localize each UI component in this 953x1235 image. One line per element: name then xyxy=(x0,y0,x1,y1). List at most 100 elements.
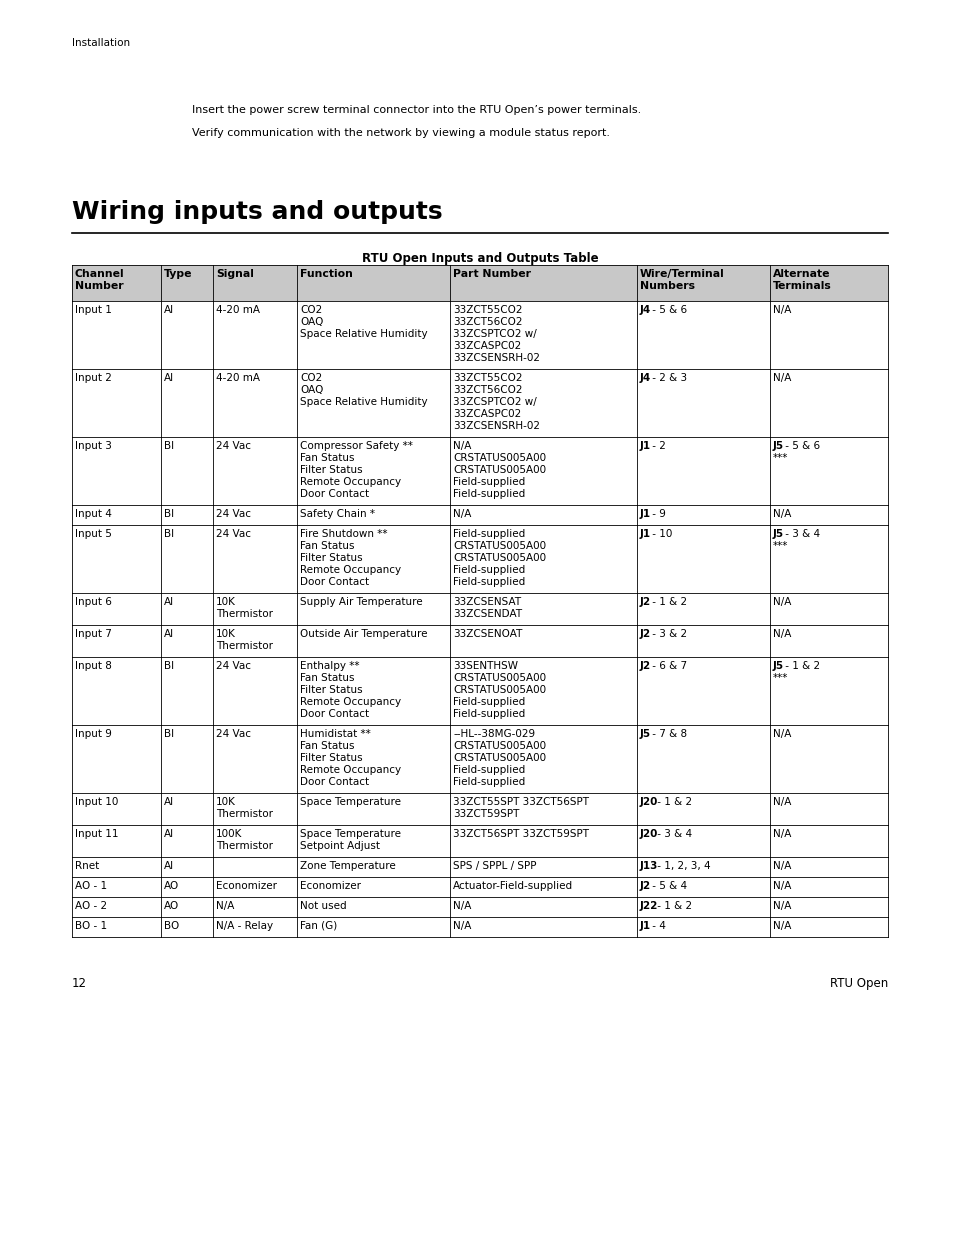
Text: Field-supplied: Field-supplied xyxy=(453,777,525,787)
Text: Filter Status: Filter Status xyxy=(300,466,362,475)
Text: Space Relative Humidity: Space Relative Humidity xyxy=(300,329,428,338)
Text: J5: J5 xyxy=(772,661,783,671)
Text: 24 Vac: 24 Vac xyxy=(216,729,251,739)
Text: N/A: N/A xyxy=(453,921,471,931)
Text: N/A: N/A xyxy=(772,881,791,890)
Text: Actuator-Field-supplied: Actuator-Field-supplied xyxy=(453,881,573,890)
Text: 33ZCASPC02: 33ZCASPC02 xyxy=(453,341,520,351)
Bar xyxy=(71,825,887,857)
Text: Fan (G): Fan (G) xyxy=(300,921,337,931)
Text: AO: AO xyxy=(164,881,179,890)
Text: N/A: N/A xyxy=(772,829,791,839)
Text: Input 3: Input 3 xyxy=(75,441,112,451)
Text: N/A: N/A xyxy=(772,861,791,871)
Text: Alternate
Terminals: Alternate Terminals xyxy=(772,269,831,290)
Text: 33ZCSPTCO2 w/: 33ZCSPTCO2 w/ xyxy=(453,396,537,408)
Text: Input 10: Input 10 xyxy=(75,797,118,806)
Text: Compressor Safety **: Compressor Safety ** xyxy=(300,441,413,451)
Text: Zone Temperature: Zone Temperature xyxy=(300,861,395,871)
Text: Field-supplied: Field-supplied xyxy=(453,764,525,776)
Text: N/A: N/A xyxy=(772,797,791,806)
Text: CRSTATUS005A00: CRSTATUS005A00 xyxy=(453,553,545,563)
Text: J2: J2 xyxy=(639,597,650,606)
Text: Field-supplied: Field-supplied xyxy=(453,564,525,576)
Text: CRSTATUS005A00: CRSTATUS005A00 xyxy=(453,741,545,751)
Text: Input 9: Input 9 xyxy=(75,729,112,739)
Text: - 10: - 10 xyxy=(648,529,672,538)
Text: J1: J1 xyxy=(639,509,650,519)
Text: AI: AI xyxy=(164,829,173,839)
Text: CRSTATUS005A00: CRSTATUS005A00 xyxy=(453,466,545,475)
Text: J2: J2 xyxy=(639,661,650,671)
Text: 100K: 100K xyxy=(216,829,242,839)
Text: BI: BI xyxy=(164,509,173,519)
Text: Wire/Terminal
Numbers: Wire/Terminal Numbers xyxy=(639,269,723,290)
Text: Remote Occupancy: Remote Occupancy xyxy=(300,564,401,576)
Text: 33ZCT56CO2: 33ZCT56CO2 xyxy=(453,385,522,395)
Text: ***: *** xyxy=(772,541,787,551)
Text: RTU Open Inputs and Outputs Table: RTU Open Inputs and Outputs Table xyxy=(361,252,598,266)
Text: SPS / SPPL / SPP: SPS / SPPL / SPP xyxy=(453,861,536,871)
Text: N/A: N/A xyxy=(772,509,791,519)
Text: Filter Status: Filter Status xyxy=(300,553,362,563)
Text: N/A: N/A xyxy=(772,373,791,383)
Text: J13: J13 xyxy=(639,861,658,871)
Bar xyxy=(71,725,887,793)
Text: AI: AI xyxy=(164,861,173,871)
Bar xyxy=(71,877,887,897)
Bar xyxy=(71,857,887,877)
Text: Input 7: Input 7 xyxy=(75,629,112,638)
Text: BO: BO xyxy=(164,921,179,931)
Text: Wiring inputs and outputs: Wiring inputs and outputs xyxy=(71,200,442,224)
Text: 24 Vac: 24 Vac xyxy=(216,509,251,519)
Text: CRSTATUS005A00: CRSTATUS005A00 xyxy=(453,753,545,763)
Text: Input 8: Input 8 xyxy=(75,661,112,671)
Text: Space Temperature: Space Temperature xyxy=(300,797,401,806)
Text: N/A: N/A xyxy=(453,509,471,519)
Text: Not used: Not used xyxy=(300,902,347,911)
Bar xyxy=(71,593,887,625)
Text: Type: Type xyxy=(164,269,193,279)
Text: Space Relative Humidity: Space Relative Humidity xyxy=(300,396,428,408)
Text: - 5 & 4: - 5 & 4 xyxy=(648,881,686,890)
Text: Input 4: Input 4 xyxy=(75,509,112,519)
Text: Door Contact: Door Contact xyxy=(300,577,369,587)
Text: AI: AI xyxy=(164,597,173,606)
Text: N/A - Relay: N/A - Relay xyxy=(216,921,273,931)
Text: Field-supplied: Field-supplied xyxy=(453,489,525,499)
Text: 10K: 10K xyxy=(216,797,235,806)
Text: J1: J1 xyxy=(639,441,650,451)
Text: 33ZCT56SPT 33ZCT59SPT: 33ZCT56SPT 33ZCT59SPT xyxy=(453,829,588,839)
Bar xyxy=(71,437,887,505)
Text: 33ZCT56CO2: 33ZCT56CO2 xyxy=(453,317,522,327)
Text: - 2: - 2 xyxy=(648,441,665,451)
Bar xyxy=(71,657,887,725)
Text: Field-supplied: Field-supplied xyxy=(453,529,525,538)
Text: N/A: N/A xyxy=(772,902,791,911)
Text: - 4: - 4 xyxy=(648,921,665,931)
Text: N/A: N/A xyxy=(772,597,791,606)
Text: N/A: N/A xyxy=(216,902,234,911)
Text: CRSTATUS005A00: CRSTATUS005A00 xyxy=(453,453,545,463)
Text: Insert the power screw terminal connector into the RTU Open’s power terminals.: Insert the power screw terminal connecto… xyxy=(192,105,640,115)
Text: Signal: Signal xyxy=(216,269,253,279)
Bar xyxy=(71,266,887,301)
Text: - 5 & 6: - 5 & 6 xyxy=(648,305,686,315)
Text: Function: Function xyxy=(300,269,353,279)
Text: 33ZCSENOAT: 33ZCSENOAT xyxy=(453,629,522,638)
Text: Part Number: Part Number xyxy=(453,269,531,279)
Text: J4: J4 xyxy=(639,305,650,315)
Text: Rnet: Rnet xyxy=(75,861,99,871)
Text: Field-supplied: Field-supplied xyxy=(453,577,525,587)
Text: J22: J22 xyxy=(639,902,658,911)
Text: - 1 & 2: - 1 & 2 xyxy=(653,902,691,911)
Text: BI: BI xyxy=(164,441,173,451)
Text: - 3 & 4: - 3 & 4 xyxy=(653,829,691,839)
Text: N/A: N/A xyxy=(772,305,791,315)
Text: Fan Status: Fan Status xyxy=(300,741,355,751)
Text: 4-20 mA: 4-20 mA xyxy=(216,305,260,315)
Bar xyxy=(71,369,887,437)
Text: Thermistor: Thermistor xyxy=(216,841,273,851)
Text: Field-supplied: Field-supplied xyxy=(453,709,525,719)
Text: BI: BI xyxy=(164,661,173,671)
